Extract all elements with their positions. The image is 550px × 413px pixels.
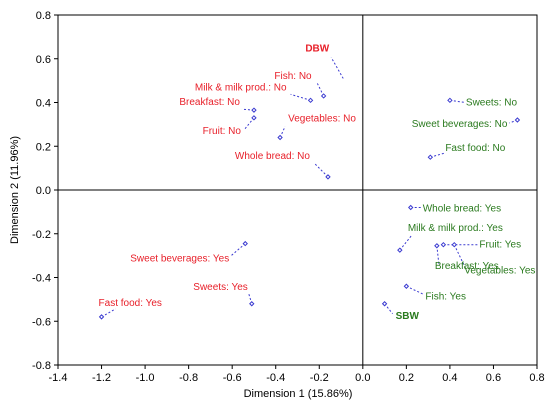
y-tick-label: 0.2 <box>36 141 51 153</box>
point-fruit-yes <box>440 241 447 248</box>
leader-fish-no <box>316 81 325 97</box>
y-tick-label: 0.6 <box>36 54 51 66</box>
label-vegetables-yes: Vegetables: Yes <box>464 266 535 277</box>
point-breakfast-no <box>251 107 257 113</box>
leader-milk-milk-prod-yes <box>399 234 413 251</box>
y-tick-label: 0.8 <box>36 10 51 22</box>
point-markers <box>98 93 521 320</box>
leader-breakfast-yes <box>436 245 440 264</box>
point-fruit-no <box>251 115 257 121</box>
point-vegetables-yes <box>451 241 457 248</box>
y-tick-label: -0.6 <box>32 316 51 328</box>
label-fish-no: Fish: No <box>274 71 312 82</box>
y-tick-label: 0.4 <box>36 98 51 110</box>
label-vegetables-no: Vegetables: No <box>288 114 356 125</box>
label-whole-bread-yes: Whole bread: Yes <box>423 204 501 215</box>
y-axis-ticks: -0.8 -0.6 -0.4 -0.2 0.0 0.2 0.4 0.6 0.8 <box>32 10 58 372</box>
label-milk-milk-prod-yes: Milk & milk prod.: Yes <box>408 223 503 234</box>
x-tick-label: -0.2 <box>310 372 329 384</box>
point-sweets-yes <box>249 301 255 307</box>
point-fish-yes <box>403 283 410 289</box>
label-breakfast-no: Breakfast: No <box>179 97 240 108</box>
point-fish-no <box>320 93 327 99</box>
x-axis-title: Dimension 1 (15.86%) <box>244 388 353 400</box>
label-fruit-no: Fruit: No <box>203 126 242 137</box>
y-tick-label: -0.8 <box>32 360 51 372</box>
leader-vegetables-yes <box>453 244 466 268</box>
point-vegetables-no <box>277 134 283 141</box>
leader-lines <box>101 57 518 318</box>
label-sweets-no: Sweets: No <box>466 97 518 108</box>
x-tick-label: 0.4 <box>442 372 457 384</box>
label-breakfast-yes: Breakfast: Yes <box>435 261 499 272</box>
point-milk-milk-prod-yes <box>397 247 403 253</box>
x-tick-label: 0.0 <box>355 372 370 384</box>
y-tick-label: -0.4 <box>32 273 51 285</box>
leader-fast-food-yes <box>101 308 116 318</box>
point-whole-bread-yes <box>408 204 414 211</box>
label-fast-food-yes: Fast food: Yes <box>99 298 162 309</box>
leader-dbw <box>330 57 344 79</box>
point-whole-bread-no <box>325 174 331 180</box>
x-tick-label: -0.4 <box>266 372 285 384</box>
x-tick-label: -1.4 <box>49 372 68 384</box>
label-sweet-beverages-yes: Sweet beverages: Yes <box>130 254 229 265</box>
label-milk-milk-prod-no: Milk & milk prod.: No <box>195 82 287 93</box>
label-fast-food-no: Fast food: No <box>445 143 505 154</box>
x-tick-label: -1.0 <box>136 372 155 384</box>
leader-sweet-beverages-yes <box>230 243 246 256</box>
point-fast-food-no <box>427 154 434 160</box>
label-sbw: SBW <box>396 311 420 322</box>
x-tick-label: 0.2 <box>399 372 414 384</box>
label-dbw: DBW <box>305 43 329 54</box>
y-tick-label: 0.0 <box>36 185 51 197</box>
leader-fish-yes <box>406 285 424 295</box>
point-fast-food-yes <box>98 314 105 320</box>
x-tick-label: -0.6 <box>223 372 242 384</box>
reference-lines <box>58 15 537 365</box>
label-sweets-yes: Sweets: Yes <box>193 282 247 293</box>
x-tick-label: 0.6 <box>486 372 501 384</box>
leader-whole-bread-no <box>313 162 329 178</box>
label-fruit-yes: Fruit: Yes <box>479 240 521 251</box>
label-whole-bread-no: Whole bread: No <box>235 151 310 162</box>
label-sweet-beverages-no: Sweet beverages: No <box>412 119 508 130</box>
x-axis-ticks: -1.4 -1.2 -1.0 -0.8 -0.6 -0.4 -0.2 0.0 0.2 0.4 0.6… <box>49 365 545 384</box>
x-tick-label: -1.2 <box>92 372 111 384</box>
point-sweet-beverages-no <box>514 117 521 123</box>
point-milk-milk-prod-no <box>307 97 314 104</box>
point-sweets-no <box>447 97 453 104</box>
label-fish-yes: Fish: Yes <box>425 291 466 302</box>
leader-fast-food-no <box>430 152 445 158</box>
point-sbw <box>381 301 388 307</box>
x-tick-label: 0.8 <box>529 372 544 384</box>
leader-milk-milk-prod-no <box>290 93 311 101</box>
y-axis-title: Dimension 2 (11.96%) <box>9 136 21 244</box>
y-tick-label: -0.2 <box>32 229 51 241</box>
x-tick-label: -0.8 <box>179 372 198 384</box>
point-sweet-beverages-yes <box>242 240 248 247</box>
point-breakfast-yes <box>434 243 440 249</box>
